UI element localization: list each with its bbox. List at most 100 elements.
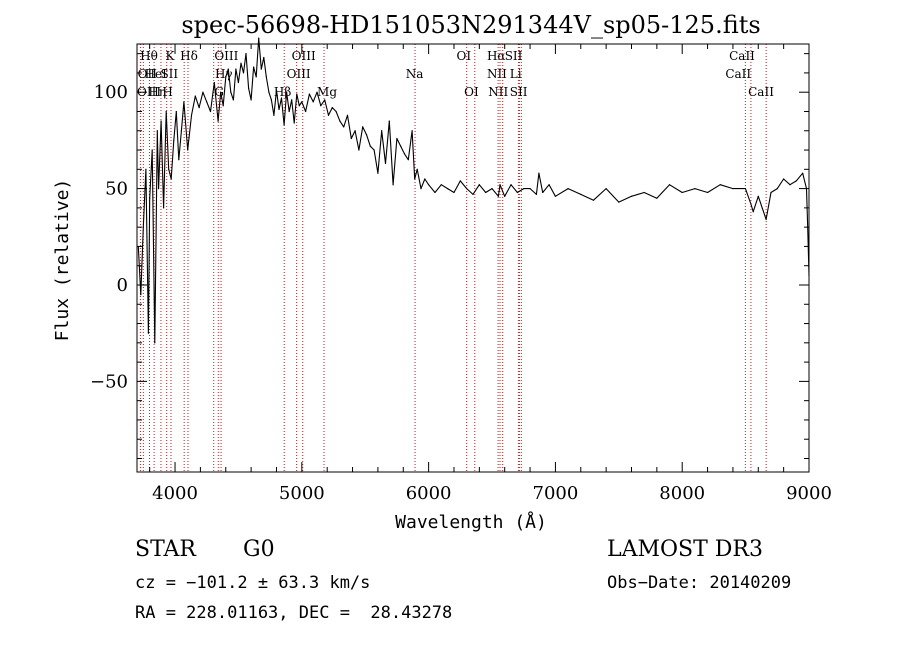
data-point (453, 191, 455, 194)
data-point (245, 53, 247, 55)
line-label-6: OIII (214, 49, 238, 63)
data-point (308, 93, 311, 95)
data-point (752, 211, 754, 213)
data-point (268, 91, 270, 93)
data-point (168, 168, 170, 170)
data-point (339, 120, 341, 122)
data-point (592, 199, 595, 201)
data-point (783, 178, 785, 180)
data-point (170, 178, 172, 180)
data-point (270, 99, 272, 101)
data-point (343, 126, 345, 128)
line-label-9: OIII (137, 85, 161, 99)
data-point (428, 184, 430, 186)
survey-name: LAMOST DR3 (607, 537, 763, 562)
data-point (247, 87, 250, 89)
data-point (187, 149, 189, 151)
line-label-1: K (166, 49, 176, 63)
data-point (190, 114, 193, 116)
data-point (485, 191, 487, 194)
line-label-22: Li (510, 67, 522, 81)
data-point (232, 99, 234, 101)
data-point (331, 107, 333, 109)
line-label-14: Hβ (274, 85, 291, 99)
data-point (163, 207, 165, 209)
redshift-readout: cz = −101.2 ± 63.3 km/s (135, 573, 371, 593)
line-label-10: Hη (148, 85, 166, 99)
data-point (202, 91, 204, 93)
line-label-13: OIII (287, 67, 311, 81)
data-point (286, 91, 288, 93)
data-point (147, 332, 150, 334)
line-label-19: Hα (487, 49, 506, 63)
data-point (504, 195, 506, 197)
data-point (298, 105, 300, 107)
x-tick-label: 9000 (786, 483, 832, 504)
data-point (630, 195, 633, 197)
line-label-0: Hθ (140, 49, 158, 63)
data-point (324, 99, 326, 101)
data-point (377, 172, 379, 174)
data-point (173, 139, 175, 141)
data-point (567, 187, 569, 190)
data-point (293, 122, 295, 124)
series-layer (137, 37, 810, 344)
data-point (491, 187, 493, 190)
data-point (789, 184, 791, 186)
y-tick-label: 100 (94, 82, 128, 103)
data-point (165, 110, 167, 113)
series-line-0 (137, 37, 810, 344)
data-point (305, 110, 307, 113)
data-point (222, 105, 224, 107)
data-point (275, 89, 278, 91)
data-point (235, 68, 237, 70)
data-point (209, 110, 212, 113)
data-point (320, 105, 322, 107)
data-point (407, 159, 409, 161)
data-point (384, 162, 387, 165)
data-point (719, 184, 721, 186)
data-point (369, 145, 371, 147)
data-point (183, 101, 185, 103)
data-point (242, 72, 245, 74)
data-point (732, 187, 734, 190)
data-point (255, 76, 257, 78)
data-point (288, 110, 290, 113)
data-point (472, 193, 474, 195)
data-point (283, 124, 285, 126)
line-label-17: OI (457, 49, 472, 63)
data-point (499, 184, 501, 186)
object-class: STAR (135, 537, 196, 562)
data-point (440, 184, 442, 186)
data-point (327, 114, 330, 116)
data-point (618, 201, 620, 203)
data-point (362, 126, 364, 128)
data-point (240, 62, 242, 64)
data-point (381, 130, 383, 132)
line-label-7: Hγ (215, 67, 233, 81)
data-point (260, 68, 262, 70)
data-point (258, 37, 260, 39)
data-point (278, 108, 280, 111)
data-point (478, 184, 480, 186)
data-point (757, 195, 759, 197)
data-point (529, 187, 531, 190)
line-label-18: OI (464, 85, 479, 99)
data-point (273, 114, 275, 116)
data-point (149, 197, 151, 199)
data-point (447, 187, 449, 190)
data-point (802, 172, 804, 174)
data-point (668, 184, 671, 186)
data-point (535, 193, 537, 195)
y-axis-label: Flux (relative) (52, 179, 73, 342)
data-point (392, 184, 394, 186)
line-label-11: H (162, 85, 172, 99)
data-point (548, 184, 550, 186)
data-point (497, 195, 499, 197)
data-point (154, 342, 156, 344)
data-point (466, 187, 468, 190)
line-label-15: Mg (317, 85, 337, 99)
data-point (694, 187, 696, 190)
data-point (776, 187, 778, 190)
